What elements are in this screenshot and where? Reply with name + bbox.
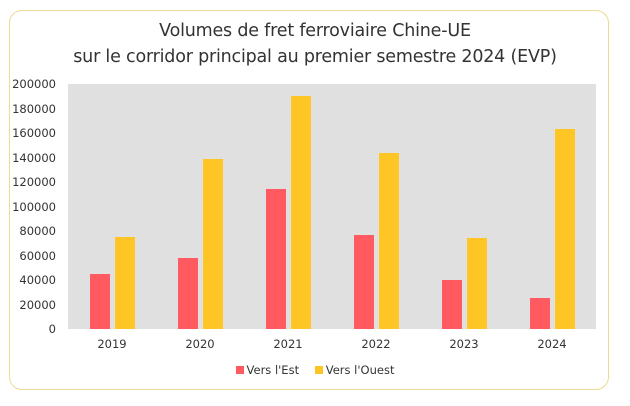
plot-area (68, 84, 596, 329)
bar-east (530, 297, 550, 329)
legend-item-east: Vers l'Est (235, 363, 300, 377)
bar-west (555, 129, 575, 329)
y-tick-label: 80000 (19, 224, 56, 238)
chart-title-line-2: sur le corridor principal au premier sem… (73, 47, 557, 67)
legend-swatch-west (314, 366, 323, 374)
bar-west (379, 152, 399, 329)
chart-title-line-1: Volumes de fret ferroviaire Chine-UE (159, 21, 471, 41)
x-tick-label: 2019 (97, 337, 127, 351)
y-tick-label: 100000 (12, 199, 56, 214)
legend-swatch-east (235, 366, 244, 374)
x-tick-label: 2022 (361, 337, 391, 351)
y-tick-label: 160000 (12, 126, 56, 140)
y-tick-label: 200000 (12, 77, 56, 91)
y-tick-label: 40000 (19, 273, 56, 287)
y-tick-label: 60000 (19, 248, 56, 263)
bar-west (203, 158, 223, 329)
y-tick-label: 0 (48, 322, 56, 336)
bar-west (115, 237, 135, 329)
bar-west (291, 96, 311, 329)
x-tick-label: 2023 (449, 337, 479, 351)
y-tick-label: 20000 (19, 297, 56, 312)
bar-east (354, 234, 374, 329)
bar-east (442, 280, 462, 329)
x-tick-label: 2021 (273, 337, 303, 351)
x-tick-label: 2020 (185, 337, 215, 351)
bar-east (266, 189, 286, 329)
legend-label-east: Vers l'Est (246, 363, 300, 377)
chart-frame (9, 10, 609, 390)
bar-west (467, 238, 487, 329)
bar-east (178, 257, 198, 329)
legend-label-west: Vers l'Ouest (325, 363, 395, 377)
y-tick-label: 180000 (12, 101, 56, 116)
y-tick-label: 140000 (12, 150, 56, 165)
legend-item-west: Vers l'Ouest (314, 363, 395, 377)
bar-east (90, 273, 110, 329)
y-tick-label: 120000 (12, 175, 56, 189)
legend: Vers l'Est Vers l'Ouest (0, 363, 630, 377)
x-tick-label: 2024 (537, 337, 567, 351)
